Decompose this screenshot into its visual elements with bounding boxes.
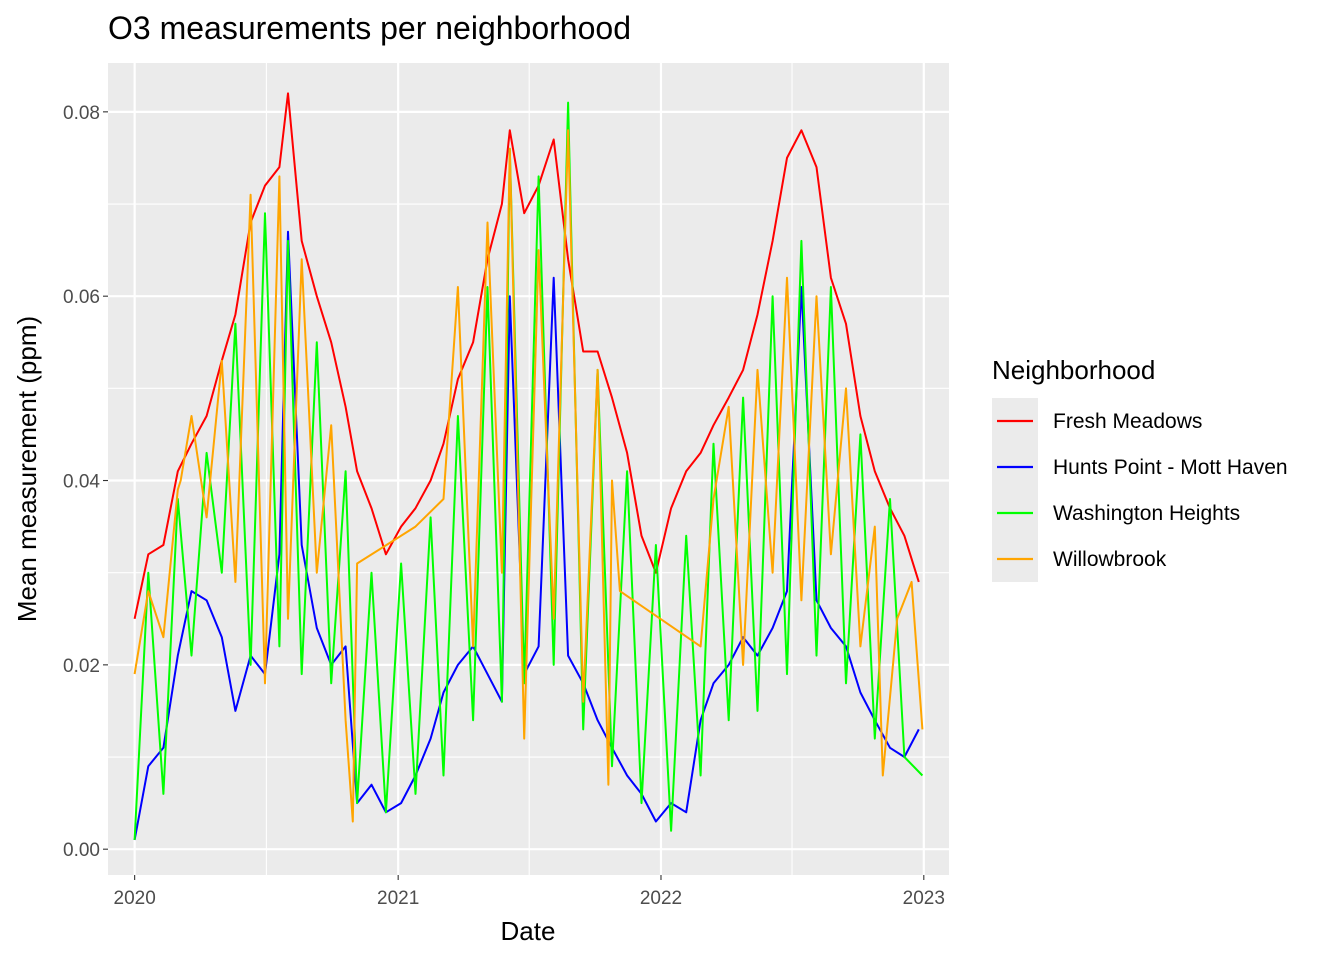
series-line-willowbrook	[133, 129, 924, 823]
y-axis-title: Mean measurement (ppm)	[12, 316, 42, 622]
x-axis-title: Date	[501, 916, 556, 946]
series-lines	[133, 92, 924, 841]
y-tick-label: 0.00	[63, 840, 100, 861]
x-axis: 2020 2021 2022 2023	[114, 875, 945, 909]
y-axis: 0.00 0.02 0.04 0.06 0.08	[63, 103, 108, 861]
legend-items: Fresh Meadows Hunts Point - Mott Haven Was…	[992, 398, 1288, 582]
x-tick-label: 2023	[903, 888, 945, 909]
legend-title: Neighborhood	[992, 355, 1155, 385]
x-tick-label: 2021	[377, 888, 419, 909]
legend: Neighborhood Fresh Meadows Hunts Point - …	[992, 355, 1288, 582]
x-tick-label: 2020	[114, 888, 156, 909]
legend-item-fresh-meadows: Fresh Meadows	[992, 398, 1202, 444]
legend-item-washington-heights: Washington Heights	[992, 490, 1240, 536]
legend-label: Fresh Meadows	[1053, 410, 1202, 433]
legend-label: Washington Heights	[1053, 502, 1240, 525]
major-gridlines	[108, 63, 949, 875]
y-tick-label: 0.08	[63, 103, 100, 124]
y-tick-label: 0.02	[63, 656, 100, 677]
series-line-fresh-meadows	[133, 92, 920, 620]
legend-label: Willowbrook	[1053, 548, 1167, 571]
y-tick-label: 0.04	[63, 472, 100, 493]
chart-title: O3 measurements per neighborhood	[108, 10, 631, 46]
legend-item-willowbrook: Willowbrook	[992, 536, 1167, 582]
y-tick-label: 0.06	[63, 287, 100, 308]
legend-label: Hunts Point - Mott Haven	[1053, 456, 1288, 479]
x-tick-label: 2022	[640, 888, 682, 909]
legend-item-hunts-point-mott-haven: Hunts Point - Mott Haven	[992, 444, 1288, 490]
